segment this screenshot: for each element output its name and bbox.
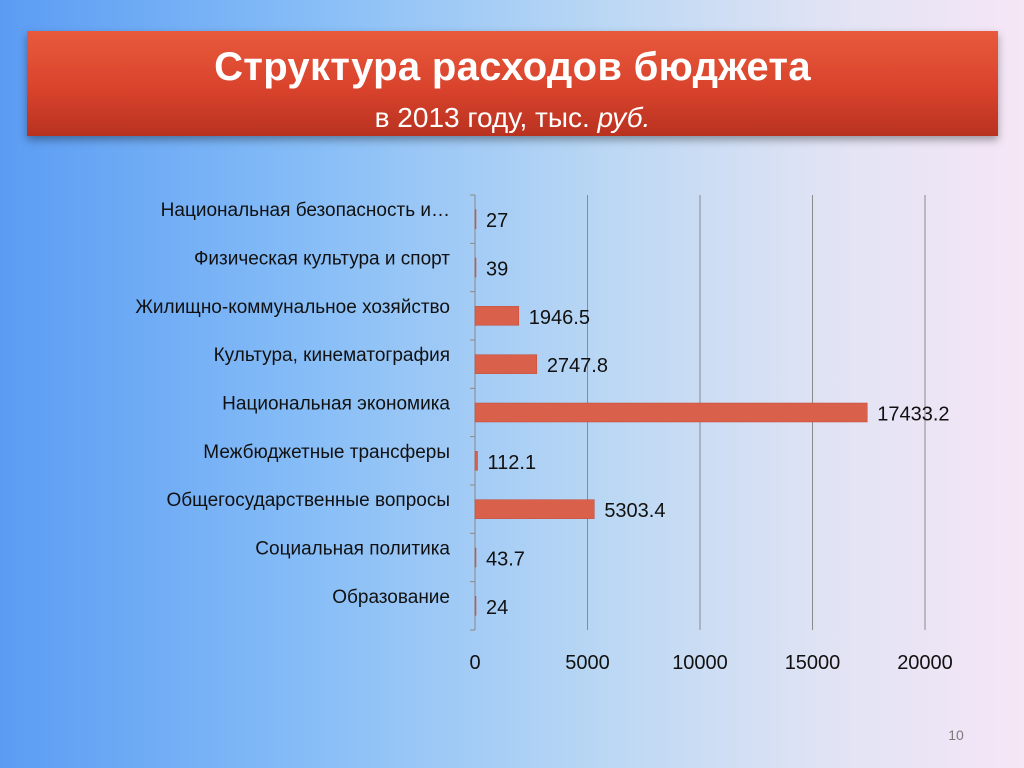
category-label: Межбюджетные трансферы <box>203 442 450 463</box>
data-label: 27 <box>486 210 508 232</box>
slide-subtitle: в 2013 году, тыс. руб. <box>27 102 998 134</box>
category-label: Социальная политика <box>255 539 450 560</box>
subtitle-unit: руб. <box>597 102 651 133</box>
x-tick-label: 5000 <box>565 652 610 674</box>
bar <box>474 499 595 519</box>
page-number: 10 <box>948 727 964 743</box>
category-label: Образование <box>332 587 450 608</box>
subtitle-text: в 2013 году, тыс. <box>374 102 598 133</box>
data-label: 2747.8 <box>547 355 608 377</box>
data-label: 1946.5 <box>529 307 590 329</box>
category-label: Национальная безопасность и… <box>161 200 450 221</box>
bar <box>474 547 477 568</box>
x-tick-label: 10000 <box>672 652 728 674</box>
bar <box>474 354 538 374</box>
slide-title: Структура расходов бюджета <box>214 45 811 89</box>
data-label: 24 <box>486 597 508 619</box>
data-label: 112.1 <box>488 452 537 474</box>
bar <box>474 306 520 326</box>
title-banner: Структура расходов бюджета в 2013 году, … <box>27 31 998 136</box>
bar <box>474 257 477 278</box>
data-label: 39 <box>486 259 508 281</box>
x-tick-label: 20000 <box>897 652 953 674</box>
x-tick-label: 0 <box>469 652 480 674</box>
category-label: Жилищно-коммунальное хозяйство <box>135 297 450 318</box>
category-label: Общегосударственные вопросы <box>167 490 450 511</box>
data-label: 5303.4 <box>604 500 665 522</box>
data-label: 17433.2 <box>877 404 949 426</box>
bar <box>474 402 868 423</box>
bar <box>474 451 478 471</box>
bar <box>474 209 477 229</box>
data-label: 43.7 <box>486 549 525 571</box>
category-label: Физическая культура и спорт <box>194 249 450 270</box>
category-label: Национальная экономика <box>222 394 450 415</box>
category-label: Культура, кинематография <box>214 345 450 366</box>
x-tick-label: 15000 <box>785 652 841 674</box>
bar <box>474 596 477 616</box>
